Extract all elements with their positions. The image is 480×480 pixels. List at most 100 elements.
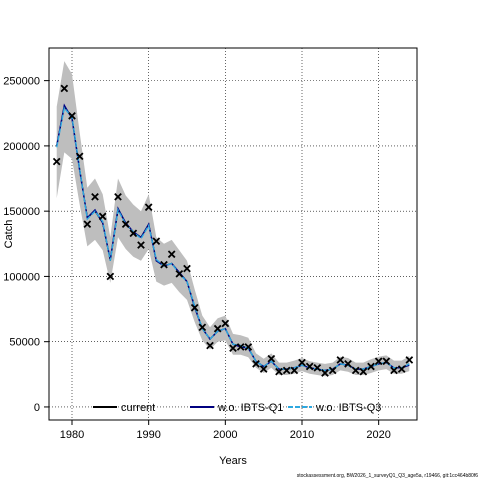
observed-mark-stroke [298, 358, 306, 367]
observed-mark-stroke [229, 344, 237, 353]
observed-mark-stroke [152, 237, 161, 246]
observed-point [267, 354, 276, 363]
y-tick-label: 100000 [3, 271, 40, 283]
observed-point [351, 366, 360, 375]
observed-point [305, 362, 314, 371]
observed-point [367, 362, 375, 371]
observed-mark-stroke [321, 369, 329, 377]
observed-point [221, 319, 230, 328]
observed-point [405, 356, 414, 364]
observed-mark-stroke [367, 362, 375, 371]
observed-point [229, 344, 237, 353]
observed-mark-stroke [344, 360, 352, 368]
observed-point [175, 269, 184, 278]
observed-point [252, 360, 260, 368]
observed-mark-stroke [190, 303, 199, 312]
y-axis-title: Catch [3, 220, 15, 249]
confidence-band [56, 61, 410, 377]
x-axis-title: Years [219, 455, 247, 467]
observed-mark-stroke [144, 203, 153, 212]
observed-point [359, 367, 368, 376]
observed-point [206, 341, 214, 350]
observed-mark-stroke [336, 356, 345, 364]
observed-point [52, 157, 61, 166]
observed-mark-stroke [351, 366, 360, 375]
observed-point [244, 343, 253, 351]
observed-mark-stroke [397, 365, 406, 373]
y-tick-label: 0 [34, 402, 40, 414]
observed-point [160, 260, 168, 269]
observed-mark-stroke [267, 354, 276, 363]
observed-point [129, 229, 138, 238]
observed-mark-stroke [129, 229, 138, 238]
observed-point [336, 356, 345, 364]
observed-mark-stroke [374, 357, 383, 366]
observed-point [98, 212, 107, 221]
axes: 1980 1990 2000 2010 2020 0 50000 100000 150000 20… [3, 76, 391, 441]
observed-mark-stroke [98, 212, 107, 221]
confidence-band-area [56, 61, 410, 377]
observed-point [382, 357, 391, 366]
x-tick-label: 1990 [136, 429, 160, 441]
observed-mark-stroke [198, 323, 207, 332]
observed-point [282, 366, 291, 375]
observed-point [328, 366, 337, 375]
observed-point [236, 343, 245, 351]
observed-point [290, 366, 299, 375]
y-tick-label: 200000 [3, 141, 40, 153]
x-tick-label: 2020 [366, 429, 390, 441]
observed-mark-stroke [114, 192, 122, 201]
x-tick-label: 2000 [213, 429, 237, 441]
observed-mark-stroke [305, 362, 314, 371]
observed-mark-stroke [328, 366, 337, 375]
observed-mark-stroke [282, 366, 291, 375]
observed-mark-stroke [259, 365, 268, 373]
observed-point [198, 323, 207, 332]
observed-point [114, 192, 122, 201]
observed-mark-stroke [60, 84, 69, 93]
observed-mark-stroke [106, 272, 115, 281]
footer-source-text: stockassessment.org, BW2026_1_surveyQ1_Q… [296, 473, 478, 479]
observed-point [106, 272, 115, 281]
observed-mark-stroke [75, 152, 84, 161]
observed-mark-stroke [359, 367, 368, 376]
observed-mark-stroke [221, 319, 230, 328]
y-tick-label: 150000 [3, 206, 40, 218]
plot-frame [48, 47, 418, 421]
observed-mark-stroke [175, 269, 184, 278]
observed-mark-stroke [137, 241, 145, 249]
observed-mark-stroke [91, 192, 99, 201]
observed-point [60, 84, 69, 93]
observed-point [75, 152, 84, 161]
observed-mark-stroke [382, 357, 391, 366]
observed-mark-stroke [83, 220, 92, 229]
observed-mark-stroke [405, 356, 414, 364]
observed-mark-stroke [275, 367, 283, 376]
observed-mark-stroke [167, 250, 176, 259]
observed-mark-stroke [183, 264, 191, 273]
legend-label-2: w.o. IBTS-Q3 [315, 402, 381, 414]
observed-point [121, 220, 130, 229]
y-tick-label: 50000 [9, 337, 40, 349]
observed-point [259, 365, 268, 373]
observed-mark-stroke [68, 112, 76, 120]
observed-point [313, 363, 322, 372]
observed-point [183, 264, 191, 273]
observed-point [321, 369, 329, 377]
observed-point [344, 360, 352, 368]
observed-point [190, 303, 199, 312]
y-tick-label: 250000 [3, 76, 40, 88]
observed-point [298, 358, 306, 367]
observed-point [390, 366, 398, 375]
observed-mark-stroke [121, 220, 130, 229]
observed-mark-stroke [313, 363, 322, 372]
observed-mark-stroke [206, 341, 214, 350]
observed-mark-stroke [52, 157, 61, 166]
observed-mark-stroke [236, 343, 245, 351]
observed-point [374, 357, 383, 366]
observed-point [137, 241, 145, 249]
legend-label-1: w.o. IBTS-Q1 [217, 402, 283, 414]
observed-point [68, 112, 76, 120]
observed-mark-stroke [390, 366, 398, 375]
